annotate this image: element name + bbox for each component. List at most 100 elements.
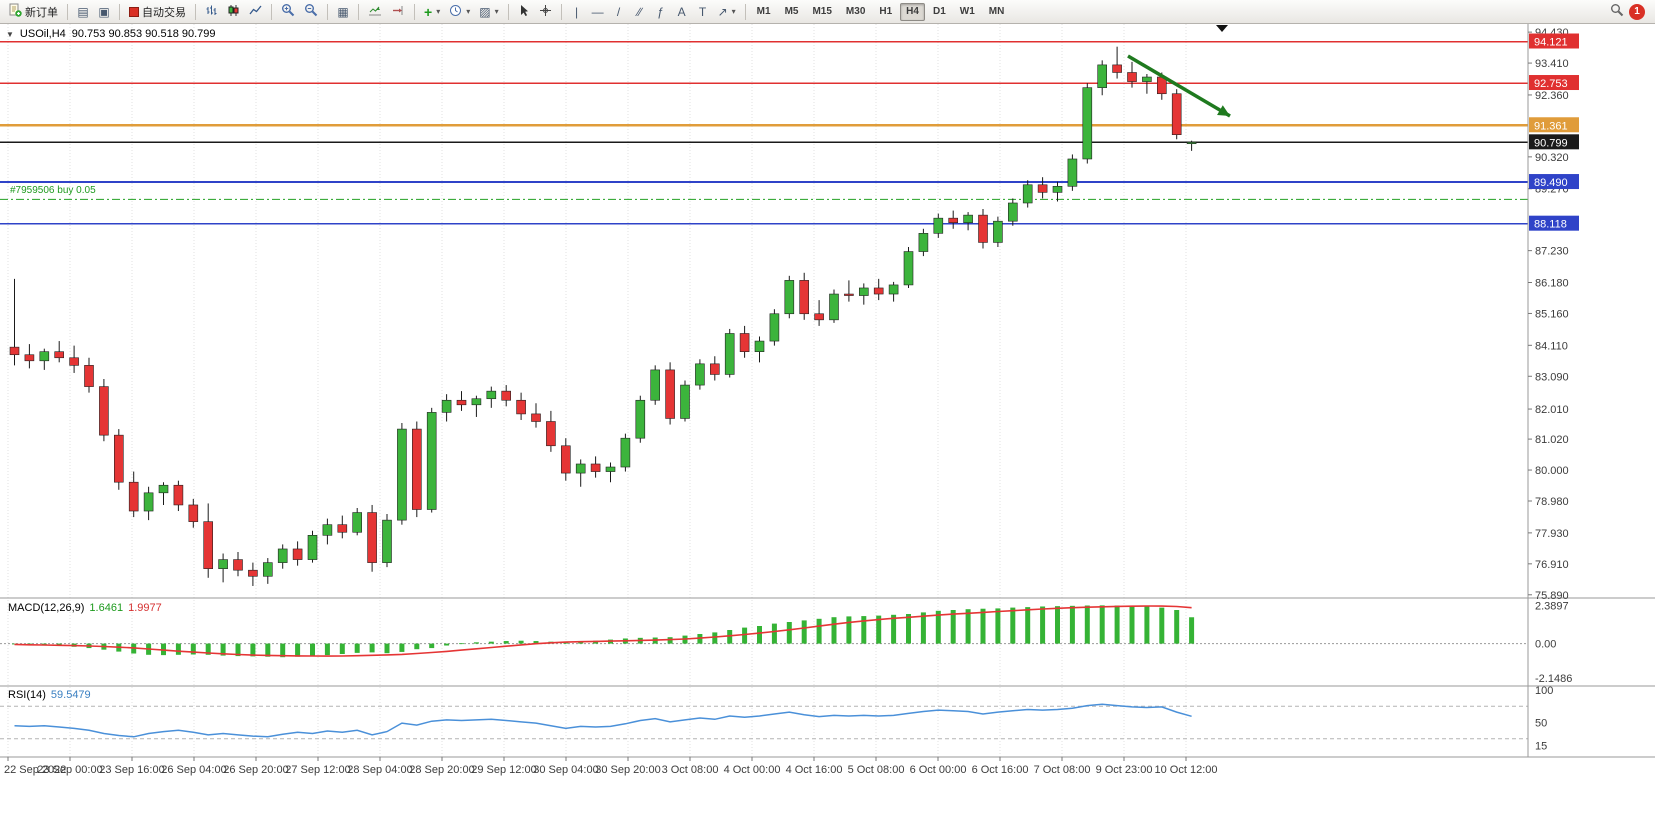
timeframe-M5[interactable]: M5	[784, 6, 799, 17]
chart-region: 94.430 93.410 92.360 90.320 89.270 87.230 86.1…	[0, 24, 1655, 826]
macd-signal-value: 1.9977	[128, 602, 162, 614]
candle-body	[1142, 76, 1152, 82]
fibonacci-button[interactable]: ƒ	[651, 2, 671, 22]
candle-body	[69, 357, 79, 366]
text-label-button[interactable]: T	[693, 2, 713, 22]
new-order-button[interactable]: 新订单	[4, 2, 62, 22]
cursor-button[interactable]	[514, 2, 534, 22]
time-label: 27 Sep 12:00	[285, 764, 350, 776]
timeframe-W1[interactable]: W1	[959, 6, 975, 17]
candle-body	[784, 280, 795, 315]
vertical-line-button[interactable]: |	[567, 2, 587, 22]
zoom-in-button[interactable]	[277, 2, 299, 22]
candle-body	[307, 535, 318, 560]
position-label: #7959506 buy 0.05	[10, 185, 96, 196]
timeframe-D1[interactable]: D1	[932, 6, 946, 17]
macd-bar	[891, 614, 897, 644]
periods-button[interactable]: ▾	[445, 2, 474, 22]
rsi-axis-label: 100	[1535, 685, 1553, 697]
toolbar: 新订单 ▤ ▣ 自动交易 ▦ + ▾ ▾ ▨ ▾ | — / ∕∕ ƒ	[0, 0, 1655, 24]
text-button[interactable]: A	[672, 2, 692, 22]
auto-scroll-button[interactable]	[364, 2, 386, 22]
candle-body	[605, 466, 616, 472]
macd-bar	[771, 623, 777, 644]
price-badge[interactable]	[1529, 75, 1579, 91]
price-badge[interactable]	[1529, 174, 1579, 190]
time-label: 26 Sep 20:00	[223, 764, 288, 776]
candle-body	[54, 351, 65, 359]
time-label: 6 Oct 00:00	[910, 764, 967, 776]
rsi-name: RSI(14)	[8, 689, 46, 701]
data-window-button[interactable]: ▣	[94, 2, 114, 22]
candle-body	[560, 445, 571, 474]
price-badge[interactable]	[1529, 117, 1579, 133]
timeframe-H4[interactable]: H4	[900, 2, 925, 21]
bars-chart-button[interactable]	[201, 2, 222, 22]
macd-bar	[533, 641, 539, 644]
arrows-button[interactable]: ↗ ▾	[714, 2, 740, 22]
separator	[744, 3, 746, 20]
templates-button[interactable]: ▨ ▾	[475, 2, 502, 22]
price-badge[interactable]	[1529, 134, 1579, 150]
indicators-button[interactable]: + ▾	[420, 2, 444, 22]
line-chart-button[interactable]	[245, 2, 266, 22]
chart-shift-button[interactable]	[387, 2, 409, 22]
candle-body	[1112, 64, 1122, 73]
macd-indicator-label: MACD(12,26,9) 1.6461 1.9977	[8, 602, 162, 614]
trendline-icon: /	[616, 4, 621, 19]
one-click-trading-expander-icon[interactable]: ▼	[6, 29, 14, 39]
rsi-line	[14, 703, 1192, 738]
macd-bar	[324, 643, 330, 656]
trendline-button[interactable]: /	[609, 2, 629, 22]
price-badge[interactable]	[1529, 215, 1579, 231]
channel-button[interactable]: ∕∕	[630, 2, 650, 22]
macd-bar	[444, 643, 450, 646]
bars-chart-icon	[205, 4, 218, 20]
macd-bar	[1040, 606, 1046, 644]
macd-bar	[175, 643, 181, 655]
notification-badge[interactable]: 1	[1629, 3, 1645, 20]
candle-body	[84, 365, 94, 387]
candle-body	[650, 369, 661, 401]
candle-body	[411, 428, 422, 510]
timeframe-M1[interactable]: M1	[756, 6, 771, 17]
candle-body	[799, 280, 810, 315]
candle-body	[978, 214, 988, 243]
macd-bar	[1144, 606, 1150, 644]
auto-trading-button[interactable]: 自动交易	[125, 2, 190, 22]
timeframe-M30[interactable]: M30	[845, 6, 866, 17]
top-marker-icon	[1216, 25, 1228, 32]
price-badge-label: 89.490	[1534, 177, 1568, 189]
macd-main-value: 1.6461	[89, 602, 124, 614]
macd-bar	[235, 643, 241, 657]
text-icon: A	[677, 4, 686, 19]
market-watch-button[interactable]: ▤	[73, 2, 93, 22]
price-tick-label: 77.930	[1535, 528, 1569, 540]
price-badge[interactable]	[1529, 33, 1579, 49]
annotation-arrow[interactable]	[1127, 54, 1231, 118]
candle-body	[888, 284, 899, 295]
macd-bar	[503, 641, 509, 644]
macd-bar	[280, 643, 286, 658]
candlestick-chart-button[interactable]	[223, 2, 244, 22]
search-button[interactable]	[1606, 2, 1628, 22]
price-tick-label: 87.230	[1535, 246, 1569, 258]
candle-body	[1186, 142, 1197, 145]
crosshair-button[interactable]	[535, 2, 556, 22]
timeframe-H1[interactable]: H1	[879, 6, 893, 17]
timeframe-MN[interactable]: MN	[988, 6, 1005, 17]
chart-canvas[interactable]: 94.43093.41092.36090.32089.27087.23086.1…	[0, 24, 1655, 826]
macd-bar	[399, 643, 405, 652]
candle-body	[486, 390, 497, 400]
candle-body	[337, 524, 348, 533]
time-label: 30 Sep 04:00	[533, 764, 598, 776]
zoom-out-button[interactable]	[300, 2, 322, 22]
macd-bar	[786, 622, 792, 644]
horizontal-line-button[interactable]: —	[588, 2, 608, 22]
time-label: 3 Oct 08:00	[662, 764, 719, 776]
macd-bar	[1174, 610, 1180, 644]
timeframe-M15[interactable]: M15	[812, 6, 832, 17]
tile-windows-button[interactable]: ▦	[333, 2, 353, 22]
templates-icon: ▨	[479, 4, 491, 19]
macd-bar	[950, 610, 956, 644]
